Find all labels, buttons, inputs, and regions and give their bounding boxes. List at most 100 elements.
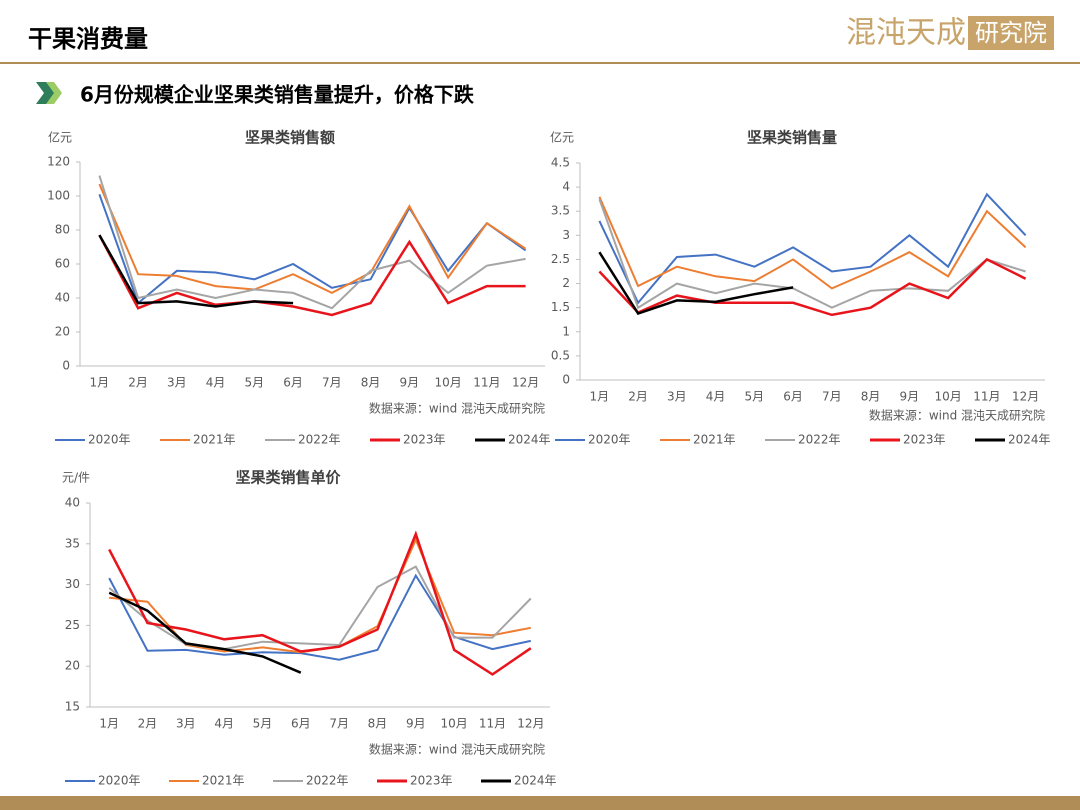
legend-label: 2023年 — [410, 774, 453, 788]
x-tick-label: 1月 — [590, 390, 610, 404]
x-tick-label: 2月 — [138, 717, 158, 731]
x-tick-label: 6月 — [291, 717, 311, 731]
chart-title: 坚果类销售额 — [245, 129, 335, 147]
y-tick-label: 80 — [55, 223, 70, 237]
x-tick-label: 10月 — [934, 390, 961, 404]
bullet — [46, 82, 62, 104]
y-tick-label: 4.5 — [551, 156, 570, 170]
legend-label: 2022年 — [798, 433, 841, 447]
x-tick-label: 10月 — [441, 717, 468, 731]
x-tick-label: 3月 — [176, 717, 196, 731]
y-tick-label: 4 — [562, 180, 570, 194]
x-tick-label: 12月 — [512, 376, 539, 390]
x-tick-label: 10月 — [434, 376, 461, 390]
legend-label: 2023年 — [903, 433, 946, 447]
series-line — [598, 192, 1027, 305]
series-line — [598, 196, 1027, 290]
x-tick-label: 1月 — [99, 717, 119, 731]
source-note: 数据来源：wind 混沌天成研究院 — [369, 742, 545, 757]
x-tick-label: 3月 — [667, 390, 687, 404]
y-tick-label: 20 — [65, 659, 80, 673]
logo-box-text: 研究院 — [975, 19, 1047, 47]
legend-label: 2024年 — [1008, 433, 1051, 447]
x-tick-label: 3月 — [167, 376, 187, 390]
x-tick-label: 9月 — [400, 376, 420, 390]
y-tick-label: 3 — [562, 228, 570, 242]
axis-unit: 亿元 — [48, 130, 72, 145]
series-line — [108, 573, 532, 661]
legend-label: 2023年 — [403, 433, 446, 447]
y-tick-label: 3.5 — [551, 204, 570, 218]
x-tick-label: 6月 — [283, 376, 303, 390]
x-tick-label: 12月 — [517, 717, 544, 731]
x-tick-label: 7月 — [822, 390, 842, 404]
y-tick-label: 0 — [62, 359, 70, 373]
legend-label: 2024年 — [514, 774, 557, 788]
logo: 混沌天成 — [846, 16, 966, 51]
y-tick-label: 20 — [55, 325, 70, 339]
series-line — [98, 234, 526, 317]
series-line — [598, 257, 1027, 317]
y-tick-label: 2 — [562, 276, 570, 290]
y-tick-label: 15 — [65, 700, 80, 714]
x-tick-label: 9月 — [406, 717, 426, 731]
page-title: 干果消费量 — [28, 25, 148, 53]
x-tick-label: 4月 — [206, 376, 226, 390]
x-tick-label: 7月 — [322, 376, 342, 390]
legend-label: 2020年 — [98, 774, 141, 788]
legend-label: 2024年 — [508, 433, 551, 447]
legend-label: 2022年 — [298, 433, 341, 447]
series-line — [98, 234, 294, 308]
footer-bar — [0, 796, 1080, 810]
y-tick-label: 1.5 — [551, 300, 570, 314]
x-tick-label: 12月 — [1012, 390, 1039, 404]
y-tick-label: 30 — [65, 577, 80, 591]
x-tick-label: 8月 — [361, 376, 381, 390]
series-line — [598, 251, 794, 315]
legend-label: 2020年 — [88, 433, 131, 447]
y-tick-label: 0.5 — [551, 348, 570, 362]
series-line — [108, 591, 302, 674]
y-tick-label: 120 — [47, 155, 70, 169]
chart-title: 坚果类销售单价 — [235, 469, 341, 487]
series-line — [108, 565, 532, 651]
axis-unit: 元/件 — [62, 471, 90, 485]
series-line — [98, 175, 526, 310]
x-tick-label: 4月 — [214, 717, 234, 731]
x-tick-label: 4月 — [706, 390, 726, 404]
x-tick-label: 9月 — [900, 390, 920, 404]
y-tick-label: 60 — [55, 257, 70, 271]
series-line — [598, 198, 1026, 310]
x-tick-label: 11月 — [473, 376, 500, 390]
source-note: 数据来源：wind 混沌天成研究院 — [869, 408, 1045, 423]
x-tick-label: 5月 — [253, 717, 273, 731]
y-tick-label: 40 — [55, 291, 70, 305]
legend-label: 2021年 — [693, 433, 736, 447]
x-tick-label: 8月 — [861, 390, 881, 404]
series-line — [98, 183, 527, 295]
series-line — [108, 530, 532, 676]
x-tick-label: 11月 — [973, 390, 1000, 404]
source-note: 数据来源：wind 混沌天成研究院 — [369, 401, 545, 416]
x-tick-label: 7月 — [329, 717, 349, 731]
y-tick-label: 2.5 — [551, 252, 570, 266]
x-tick-label: 2月 — [628, 390, 648, 404]
x-tick-label: 8月 — [368, 717, 388, 731]
x-tick-label: 6月 — [783, 390, 803, 404]
legend-label: 2021年 — [202, 774, 245, 788]
y-tick-label: 35 — [65, 536, 80, 550]
subtitle: 6月份规模企业坚果类销售量提升，价格下跌 — [80, 83, 475, 107]
legend-label: 2021年 — [193, 433, 236, 447]
x-tick-label: 2月 — [128, 376, 148, 390]
y-tick-label: 1 — [562, 324, 570, 338]
x-tick-label: 5月 — [745, 390, 765, 404]
axis-unit: 亿元 — [550, 130, 574, 145]
chart-title: 坚果类销售量 — [747, 129, 837, 147]
series-line — [98, 193, 527, 305]
x-tick-label: 11月 — [479, 717, 506, 731]
y-tick-label: 0 — [562, 373, 570, 387]
x-tick-label: 1月 — [90, 376, 110, 390]
legend-label: 2022年 — [306, 774, 349, 788]
y-tick-label: 100 — [47, 189, 70, 203]
